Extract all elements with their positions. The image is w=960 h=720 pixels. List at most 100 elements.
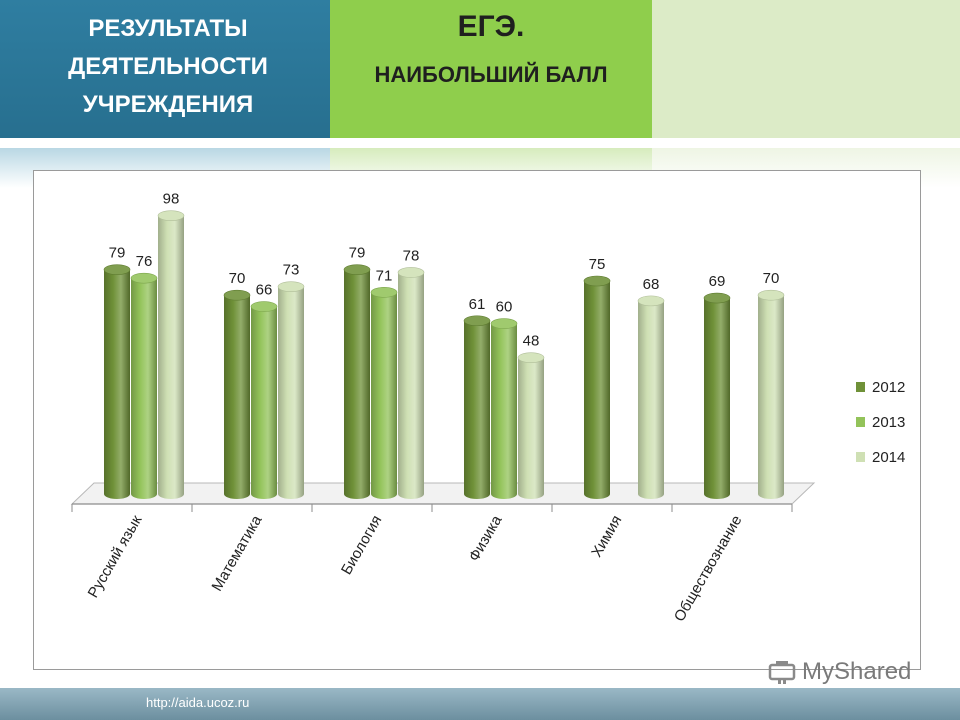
- bar-body: [158, 215, 184, 499]
- bar-top: [157, 210, 185, 221]
- bar: [397, 267, 425, 499]
- header-subtitle: НАИБОЛЬШИЙ БАЛЛ: [374, 62, 608, 87]
- bar-top: [370, 287, 398, 298]
- bar: [463, 315, 491, 499]
- category-label: Математика: [208, 512, 265, 594]
- header-left-text: РЕЗУЛЬТАТЫ ДЕЯТЕЛЬНОСТИ УЧРЕЖДЕНИЯ: [18, 10, 318, 124]
- bar: [130, 272, 158, 499]
- category-label: Физика: [466, 512, 506, 565]
- bar: [277, 281, 305, 499]
- bar-top: [703, 292, 731, 304]
- data-label: 78: [403, 247, 420, 264]
- bar-body: [638, 300, 664, 499]
- data-label: 68: [643, 276, 660, 293]
- legend-swatch: [856, 452, 865, 462]
- bar-top: [343, 264, 371, 275]
- legend-label: 2012: [872, 379, 905, 396]
- bar-top: [583, 275, 611, 287]
- bar-top: [397, 267, 425, 278]
- bar: [157, 210, 185, 499]
- bar-body: [518, 357, 544, 499]
- bar-body: [344, 269, 370, 499]
- bar-body: [224, 295, 250, 499]
- bar: [703, 292, 731, 499]
- data-label: 69: [709, 273, 726, 290]
- category-group: 70 66 73: [223, 262, 305, 499]
- data-label: 48: [523, 333, 540, 350]
- bar-top: [250, 301, 278, 312]
- category-group: 61 60 48: [463, 296, 545, 499]
- bar-body: [704, 298, 730, 499]
- data-label: 73: [283, 262, 300, 279]
- data-label: 79: [109, 245, 126, 262]
- category-label: Биология: [338, 513, 385, 578]
- bar-body: [491, 323, 517, 499]
- footer-url: http://aida.ucoz.ru: [146, 695, 250, 710]
- header-left-panel: [0, 0, 330, 138]
- category-group: 69 70: [703, 270, 785, 499]
- bar-body: [131, 278, 157, 499]
- header-left-line-2: ДЕЯТЕЛЬНОСТИ: [68, 53, 268, 80]
- bar: [757, 289, 785, 499]
- bar-top: [637, 295, 665, 307]
- legend-item: 2013: [856, 414, 905, 431]
- data-label: 60: [496, 299, 513, 316]
- bar-body: [398, 272, 424, 499]
- bar-top: [277, 281, 305, 292]
- bar-top: [517, 352, 545, 363]
- bar-body: [251, 306, 277, 499]
- bar: [583, 275, 611, 499]
- header-right-panel: [652, 0, 960, 138]
- footer-bar: [0, 688, 960, 720]
- data-label: 61: [469, 296, 486, 313]
- header-title: ЕГЭ.: [457, 10, 525, 43]
- header-middle-panel: [330, 0, 652, 138]
- chart-container: 79 76 98 Русский язык 70 66 73 Математика 79 71 78…: [33, 170, 921, 670]
- legend-swatch: [856, 382, 865, 392]
- category-label: Русский язык: [85, 512, 146, 601]
- bar: [490, 318, 518, 499]
- data-label: 66: [256, 282, 273, 299]
- data-label: 70: [229, 270, 246, 287]
- bar: [370, 287, 398, 499]
- category-group: 79 71 78: [343, 245, 425, 499]
- bar: [103, 264, 131, 499]
- header-left-line-1: РЕЗУЛЬТАТЫ: [88, 15, 248, 42]
- watermark: MyShared: [768, 656, 911, 688]
- bar-body: [464, 320, 490, 499]
- bar-body: [371, 292, 397, 499]
- legend-item: 2012: [856, 379, 905, 396]
- legend: 2012 2013 2014: [856, 379, 905, 466]
- bar-top: [463, 315, 491, 327]
- category-group: 75 68: [583, 256, 665, 499]
- bar: [637, 295, 665, 499]
- header-left-line-3: УЧРЕЖДЕНИЯ: [82, 91, 254, 118]
- bar: [517, 352, 545, 499]
- bar-body: [104, 269, 130, 499]
- legend-label: 2013: [872, 414, 905, 431]
- data-label: 71: [376, 267, 393, 284]
- watermark-text: MyShared: [802, 658, 912, 685]
- bar-top: [490, 318, 518, 329]
- bar-top: [223, 289, 251, 301]
- data-label: 79: [349, 245, 366, 262]
- data-label: 98: [163, 191, 180, 208]
- bar-body: [278, 286, 304, 499]
- bar-top: [103, 264, 131, 275]
- bar: [250, 301, 278, 499]
- bar: [343, 264, 371, 499]
- legend-label: 2014: [872, 449, 905, 466]
- presentation-icon: [768, 661, 796, 684]
- category-group: 79 76 98: [103, 191, 185, 499]
- data-label: 70: [763, 270, 780, 287]
- bar-top: [130, 272, 158, 284]
- category-label: Химия: [588, 513, 625, 561]
- bar-body: [758, 295, 784, 499]
- bar: [223, 289, 251, 499]
- legend-swatch: [856, 417, 865, 427]
- category-label: Обществознание: [671, 513, 746, 625]
- bar-top: [757, 289, 785, 301]
- data-label: 76: [136, 253, 153, 270]
- data-label: 75: [589, 256, 606, 273]
- bar-body: [584, 281, 610, 499]
